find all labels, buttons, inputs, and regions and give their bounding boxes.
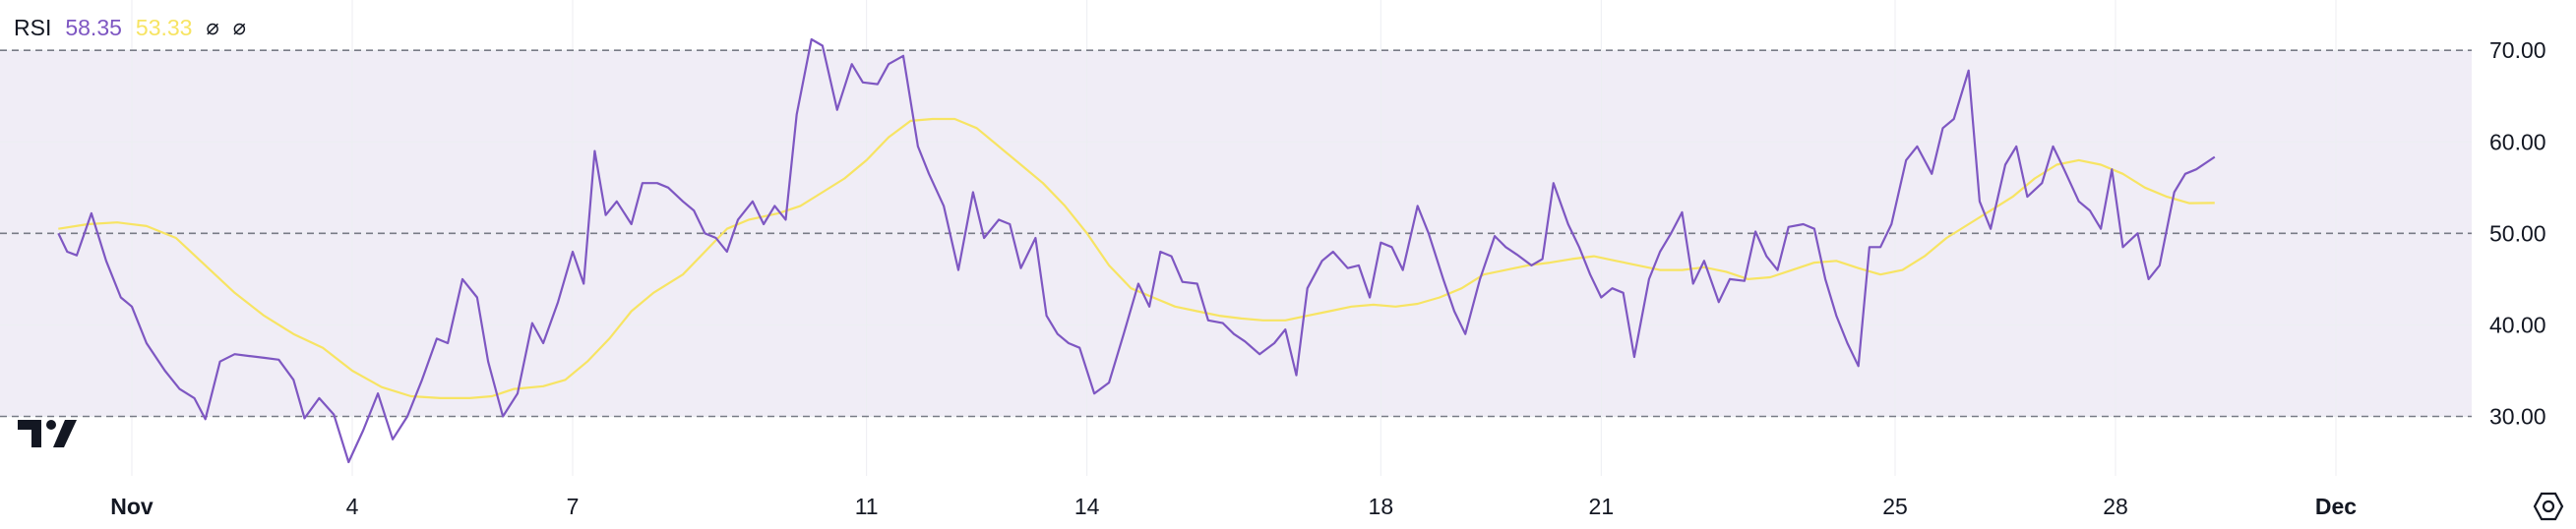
indicator-legend: RSI 58.35 53.33 ⌀ ⌀ xyxy=(14,12,246,43)
x-tick-label: 18 xyxy=(1369,494,1394,519)
rsi-series-line xyxy=(57,37,2216,464)
x-axis: Nov 4 7 11 14 18 21 25 28 Dec xyxy=(110,494,2357,519)
y-tick-label: 60.00 xyxy=(2489,129,2546,154)
hidden-value-icon[interactable]: ⌀ xyxy=(232,15,246,39)
x-tick-label: 25 xyxy=(1882,494,1908,519)
x-tick-label: 21 xyxy=(1589,494,1615,519)
y-tick-label: 70.00 xyxy=(2489,37,2546,63)
ma-value: 53.33 xyxy=(135,14,193,40)
tradingview-logo-icon[interactable] xyxy=(18,417,81,455)
rsi-value: 58.35 xyxy=(65,14,122,40)
series-lines xyxy=(57,37,2216,464)
x-tick-label: 14 xyxy=(1074,494,1100,519)
x-tick-label: Dec xyxy=(2315,494,2357,519)
x-tick-label: Nov xyxy=(110,494,153,519)
grid-lines xyxy=(0,0,2472,476)
level-lines xyxy=(0,49,2472,418)
x-tick-label: 28 xyxy=(2103,494,2128,519)
ma-series-line xyxy=(58,117,2215,399)
hidden-value-icon[interactable]: ⌀ xyxy=(206,15,219,39)
y-tick-label: 50.00 xyxy=(2489,220,2546,246)
x-tick-label: 4 xyxy=(346,494,359,519)
y-tick-label: 30.00 xyxy=(2489,404,2546,430)
settings-gear-icon[interactable] xyxy=(2532,490,2565,528)
y-axis: 70.00 60.00 50.00 40.00 30.00 xyxy=(2489,37,2546,429)
x-tick-label: 11 xyxy=(855,494,879,519)
y-tick-label: 40.00 xyxy=(2489,312,2546,337)
indicator-name[interactable]: RSI xyxy=(14,14,52,40)
x-tick-label: 7 xyxy=(567,494,580,519)
